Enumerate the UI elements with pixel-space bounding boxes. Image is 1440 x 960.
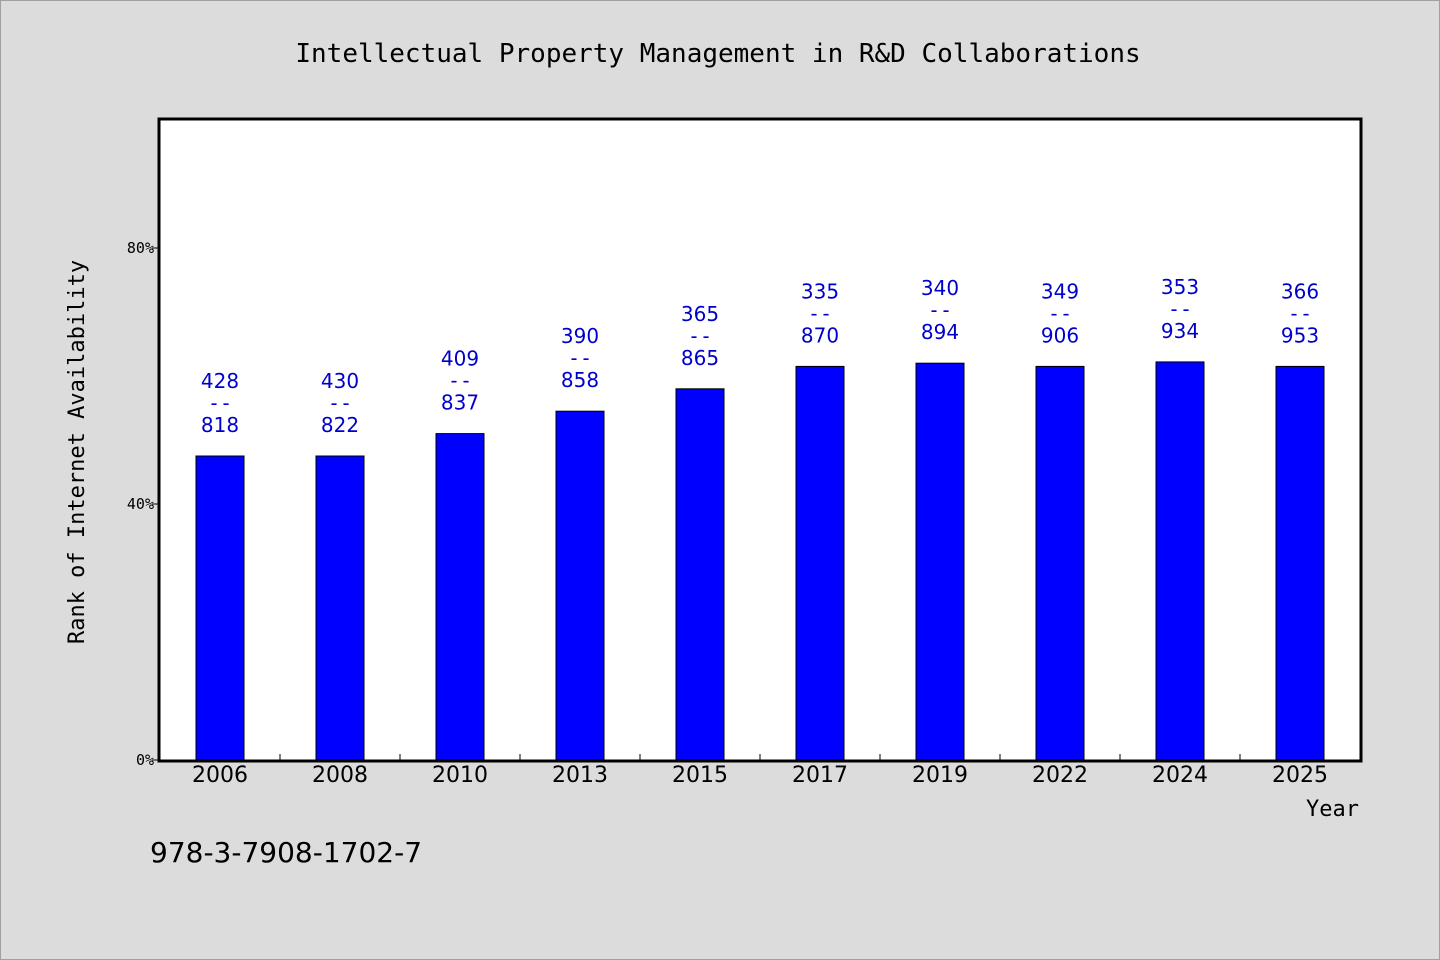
data-label-top-2008: 430 xyxy=(321,369,359,393)
x-tick-label-2024: 2024 xyxy=(1152,763,1208,788)
data-label-sep-2017: -- xyxy=(808,301,832,325)
data-label-bottom-2017: 870 xyxy=(801,323,839,347)
data-label-sep-2010: -- xyxy=(448,369,472,393)
y-tick-label-0: 0% xyxy=(136,751,154,769)
chart-title: Intellectual Property Management in R&D … xyxy=(295,39,1140,69)
data-label-bottom-2013: 858 xyxy=(561,368,599,392)
data-label-top-2006: 428 xyxy=(201,369,239,393)
x-tick-label-2010: 2010 xyxy=(432,763,488,788)
data-label-bottom-2015: 865 xyxy=(681,346,719,370)
data-label-bottom-2024: 934 xyxy=(1161,319,1199,343)
data-label-sep-2013: -- xyxy=(568,346,592,370)
x-tick-label-2013: 2013 xyxy=(552,763,608,788)
data-label-bottom-2010: 837 xyxy=(441,391,479,415)
data-label-top-2010: 409 xyxy=(441,347,479,371)
x-tick-label-2019: 2019 xyxy=(912,763,968,788)
y-tick-label-80: 80% xyxy=(127,239,154,257)
data-label-top-2024: 353 xyxy=(1161,275,1199,299)
data-label-top-2025: 366 xyxy=(1281,279,1319,303)
data-label-bottom-2019: 894 xyxy=(921,320,959,344)
data-label-bottom-2006: 818 xyxy=(201,413,239,437)
y-tick-label-40: 40% xyxy=(127,495,154,513)
bar-2017 xyxy=(795,365,845,761)
y-axis-label: Rank of Internet Availability xyxy=(65,260,90,644)
data-label-sep-2015: -- xyxy=(688,324,712,348)
bar-2008 xyxy=(315,455,365,761)
bar-2025 xyxy=(1275,365,1325,761)
x-axis-label: Year xyxy=(1306,797,1359,822)
data-label-top-2017: 335 xyxy=(801,279,839,303)
data-label-sep-2025: -- xyxy=(1288,301,1312,325)
data-label-bottom-2025: 953 xyxy=(1281,323,1319,347)
data-label-bottom-2008: 822 xyxy=(321,413,359,437)
data-label-sep-2019: -- xyxy=(928,298,952,322)
data-label-bottom-2022: 906 xyxy=(1041,323,1079,347)
data-label-sep-2006: -- xyxy=(208,391,232,415)
data-label-sep-2008: -- xyxy=(328,391,352,415)
x-tick-label-2025: 2025 xyxy=(1272,763,1328,788)
data-label-top-2019: 340 xyxy=(921,276,959,300)
footnote-isbn: 978-3-7908-1702-7 xyxy=(150,836,422,869)
bar-2006 xyxy=(195,455,245,761)
x-tick-label-2015: 2015 xyxy=(672,763,728,788)
x-axis: 2006 2008 2010 2013 2015 2017 2019 2022 2024 2025 xyxy=(192,754,1328,788)
x-tick-label-2017: 2017 xyxy=(792,763,848,788)
data-label-sep-2022: -- xyxy=(1048,301,1072,325)
data-labels-layer: 428--818430--822409--837390--858365--865… xyxy=(201,275,1319,437)
x-tick-label-2006: 2006 xyxy=(192,763,248,788)
data-label-top-2022: 349 xyxy=(1041,279,1079,303)
bar-2013 xyxy=(555,410,605,761)
bars-layer xyxy=(195,361,1325,761)
bar-2015 xyxy=(675,388,725,761)
bar-2022 xyxy=(1035,365,1085,761)
data-label-sep-2024: -- xyxy=(1168,297,1192,321)
data-label-top-2015: 365 xyxy=(681,302,719,326)
bar-2024 xyxy=(1155,361,1205,761)
y-axis: 0% 40% 80% xyxy=(127,239,160,769)
bar-2019 xyxy=(915,362,965,761)
x-tick-label-2008: 2008 xyxy=(312,763,368,788)
x-tick-label-2022: 2022 xyxy=(1032,763,1088,788)
bar-2010 xyxy=(435,433,485,761)
data-label-top-2013: 390 xyxy=(561,324,599,348)
